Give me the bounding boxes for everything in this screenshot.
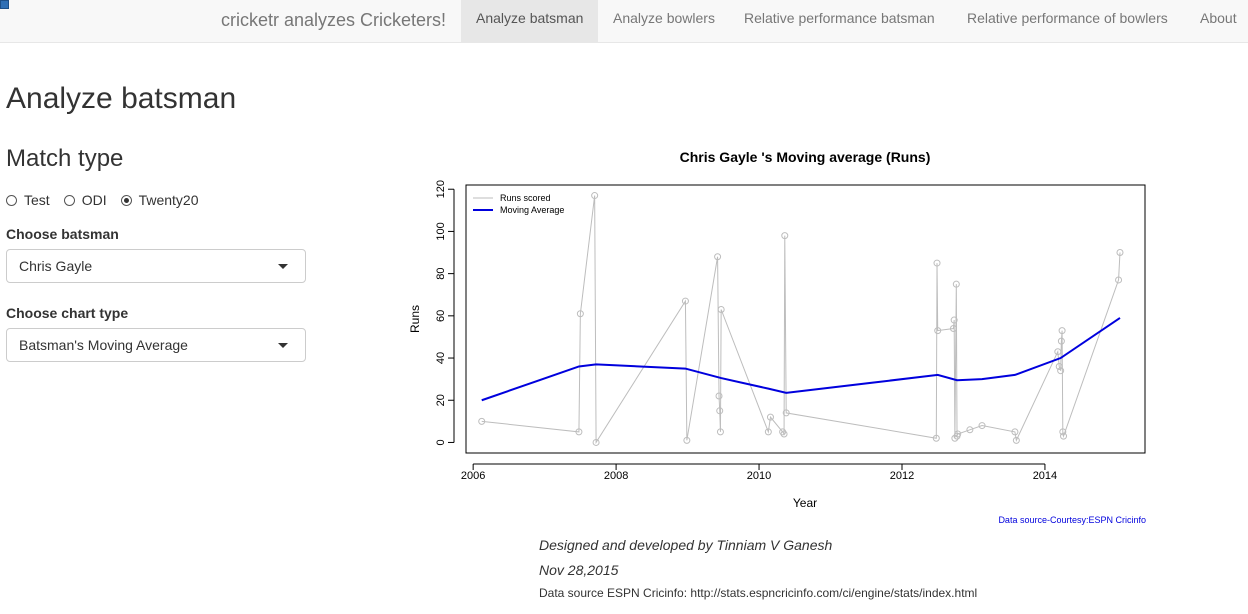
runs-point [949, 324, 957, 332]
tab-relative-performance-batsman[interactable]: Relative performance batsman [744, 10, 935, 26]
chart-type-select-value: Batsman's Moving Average [19, 337, 188, 353]
runs-point [478, 417, 486, 425]
tab-analyze-batsman[interactable]: Analyze batsman [461, 0, 598, 42]
runs-scored-line [481, 195, 1121, 445]
y-tick-label: 0 [435, 439, 447, 445]
chevron-down-icon [278, 343, 288, 348]
legend-runs-label: Runs scored [500, 193, 551, 203]
y-tick-label: 120 [435, 180, 447, 198]
batsman-select[interactable]: Chris Gayle [6, 249, 306, 283]
moving-average-line [481, 317, 1121, 402]
legend-moving-average-label: Moving Average [500, 205, 564, 215]
x-axis: 2006 2008 2010 2012 2014 [461, 463, 1057, 482]
runs-point [1055, 362, 1063, 370]
chevron-down-icon [278, 264, 288, 269]
match-type-heading: Match type [6, 145, 124, 172]
x-axis-label: Year [793, 496, 817, 510]
data-source-note: Data source-Courtesy:ESPN Cricinfo [998, 515, 1146, 525]
radio-test-circle[interactable] [6, 194, 17, 206]
plot-frame [465, 184, 1146, 454]
runs-point [1057, 367, 1065, 375]
runs-point [1011, 428, 1019, 436]
y-axis: 0 20 40 60 80 100 120 [435, 180, 455, 446]
runs-point [1058, 327, 1066, 335]
y-axis-label: Runs [408, 305, 422, 333]
runs-point [714, 253, 722, 261]
tab-relative-performance-bowlers[interactable]: Relative performance of bowlers [967, 10, 1168, 26]
runs-point [1059, 428, 1067, 436]
runs-point [1054, 348, 1062, 356]
runs-point [575, 428, 583, 436]
runs-point [978, 422, 986, 430]
runs-point [716, 407, 724, 415]
radio-test-label: Test [24, 192, 50, 208]
x-tick-label: 2012 [890, 470, 914, 482]
runs-point [592, 438, 600, 446]
radio-odi[interactable]: ODI [63, 192, 107, 208]
runs-point [932, 434, 940, 442]
match-type-radio-group: Test ODI Twenty20 [6, 191, 213, 209]
radio-odi-label: ODI [81, 192, 107, 208]
radio-twenty20[interactable]: Twenty20 [120, 192, 199, 208]
x-tick-label: 2014 [1033, 470, 1057, 482]
y-tick-label: 80 [435, 268, 447, 280]
tab-about[interactable]: About [1200, 10, 1237, 26]
choose-chart-type-label: Choose chart type [6, 305, 129, 321]
y-tick-label: 40 [435, 352, 447, 364]
runs-point [1012, 436, 1020, 444]
runs-point [934, 327, 942, 335]
runs-point [764, 428, 772, 436]
navbar: cricketr analyzes Cricketers! Analyze ba… [0, 0, 1248, 43]
radio-test[interactable]: Test [6, 192, 50, 208]
runs-point [780, 430, 788, 438]
page-title: Analyze batsman [6, 82, 237, 115]
runs-point [779, 428, 787, 436]
y-tick-label: 100 [435, 222, 447, 240]
runs-point [950, 316, 958, 324]
runs-point [1060, 432, 1068, 440]
runs-point [683, 436, 691, 444]
tab-analyze-bowlers[interactable]: Analyze bowlers [613, 10, 715, 26]
x-tick-label: 2008 [604, 470, 628, 482]
runs-point [1115, 276, 1123, 284]
app-brand[interactable]: cricketr analyzes Cricketers! [221, 10, 447, 30]
radio-twenty20-circle[interactable] [120, 194, 132, 206]
radio-odi-circle[interactable] [63, 194, 75, 206]
runs-point [782, 409, 790, 417]
choose-batsman-label: Choose batsman [6, 226, 119, 242]
runs-point [1116, 249, 1124, 257]
data-source-text: Data source ESPN Cricinfo: http://stats.… [539, 586, 978, 600]
runs-point [716, 428, 724, 436]
chart-title: Chris Gayle 's Moving average (Runs) [680, 149, 931, 165]
moving-average-chart: Chris Gayle 's Moving average (Runs) 0 20… [408, 149, 1146, 525]
runs-point [1057, 337, 1065, 345]
runs-point [954, 430, 962, 438]
series-layer [478, 192, 1124, 446]
credit-text: Designed and developed by Tinniam V Gane… [539, 537, 833, 553]
runs-point [766, 413, 774, 421]
y-tick-label: 20 [435, 394, 447, 406]
x-tick-label: 2006 [461, 470, 485, 482]
runs-point [576, 310, 584, 318]
batsman-select-value: Chris Gayle [19, 258, 93, 274]
runs-point [966, 426, 974, 434]
radio-twenty20-label: Twenty20 [138, 192, 199, 208]
y-tick-label: 60 [435, 310, 447, 322]
runs-point [591, 192, 599, 200]
broken-image-icon [0, 0, 9, 9]
date-text: Nov 28,2015 [539, 562, 619, 578]
runs-point [715, 392, 723, 400]
runs-point [952, 280, 960, 288]
runs-point [717, 306, 725, 314]
runs-point [681, 297, 689, 305]
chart-type-select[interactable]: Batsman's Moving Average [6, 328, 306, 362]
chart-legend: Runs scored Moving Average [473, 193, 564, 215]
runs-point [781, 232, 789, 240]
x-tick-label: 2010 [747, 470, 771, 482]
runs-point [933, 259, 941, 267]
